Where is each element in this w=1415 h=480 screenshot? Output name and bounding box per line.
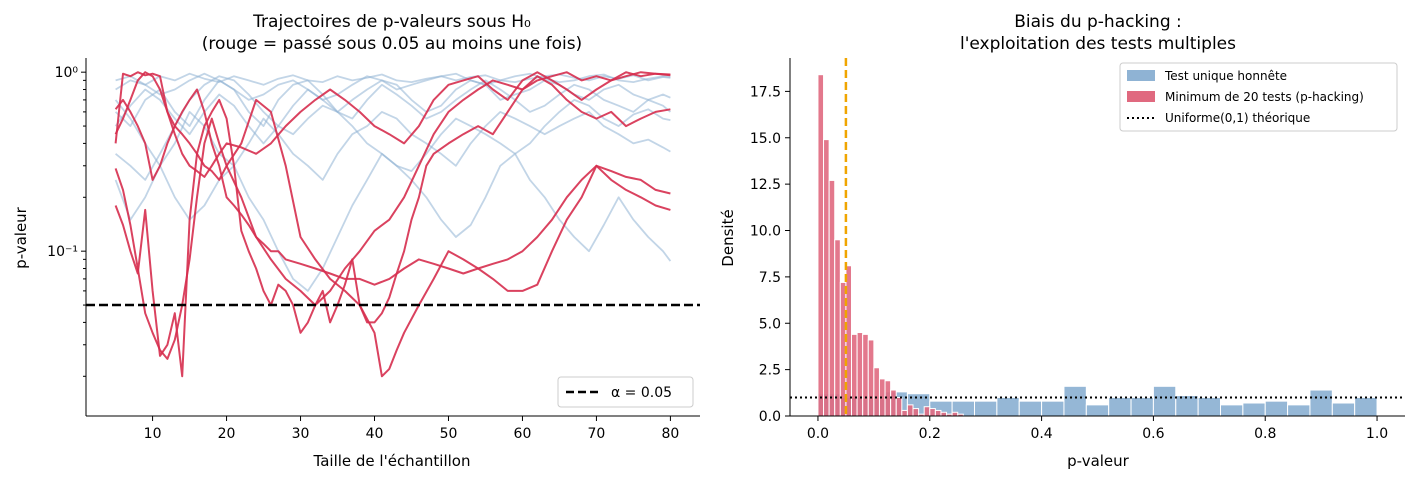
honest-histogram-bar xyxy=(996,396,1020,417)
legend-uniform-label: Uniforme(0,1) théorique xyxy=(1165,111,1310,125)
honest-histogram-bar xyxy=(1152,385,1177,417)
honest-histogram-bar xyxy=(1175,395,1199,417)
right-y-tick-label: 17.5 xyxy=(750,84,781,100)
honest-histogram-bar xyxy=(1287,404,1311,417)
phacking-histogram-bar xyxy=(923,406,931,417)
left-title-line1: Trajectoires de p-valeurs sous H₀ xyxy=(252,12,531,32)
phacking-histogram-bar xyxy=(828,179,836,417)
left-x-tick-label: 20 xyxy=(218,426,236,442)
left-x-axis-label: Taille de l'échantillon xyxy=(313,452,471,470)
honest-histogram-bar xyxy=(1085,404,1110,417)
phacking-histogram-bar xyxy=(862,333,869,417)
trajectory-red-1 xyxy=(114,71,671,360)
honest-histogram-bar xyxy=(974,400,998,417)
trajectory-red-5 xyxy=(114,71,671,178)
phacking-histogram-bar xyxy=(940,411,948,417)
trajectory-blue-4 xyxy=(114,99,672,292)
honest-histogram-bar xyxy=(1220,404,1244,417)
left-plot-area: 10 20 30 40 50 60 70 80 10⁰ 10⁻¹ xyxy=(47,58,700,442)
honest-histogram-bar xyxy=(1041,400,1065,417)
trajectory-red-4 xyxy=(114,71,671,378)
left-title-line2: (rouge = passé sous 0.05 au moins une fo… xyxy=(202,34,582,54)
left-x-tick-label: 80 xyxy=(661,426,679,442)
right-x-tick-label: 0.4 xyxy=(1030,426,1052,442)
right-y-tick-label: 0.0 xyxy=(759,409,781,425)
honest-histogram-bar xyxy=(1331,402,1356,417)
trajectory-blue-7 xyxy=(115,72,671,101)
honest-histogram-bar xyxy=(1354,396,1378,417)
trajectory-red-2 xyxy=(114,75,671,378)
trajectory-blue-5 xyxy=(114,79,671,145)
right-x-tick-label: 0.6 xyxy=(1142,426,1164,442)
legend-honest-label: Test unique honnête xyxy=(1164,69,1287,83)
honest-histogram-bar xyxy=(1197,396,1221,417)
phacking-histogram-bar xyxy=(873,367,880,417)
right-y-tick-label: 5.0 xyxy=(759,316,781,332)
phacking-histogram-bar xyxy=(901,409,908,417)
left-x-tick-label: 50 xyxy=(440,426,458,442)
left-x-tick-label: 10 xyxy=(144,426,162,442)
left-x-tick-label: 40 xyxy=(366,426,384,442)
phacking-histogram-bar xyxy=(817,74,825,417)
legend-threshold-label: α = 0.05 xyxy=(611,385,672,401)
left-panel: Trajectoires de p-valeurs sous H₀ (rouge… xyxy=(12,12,700,470)
honest-histogram-bar xyxy=(1309,389,1333,417)
phacking-histogram-bar xyxy=(851,333,858,417)
right-x-tick-label: 0.0 xyxy=(807,426,829,442)
legend-honest-swatch xyxy=(1127,70,1155,81)
left-legend-box xyxy=(557,376,694,408)
honest-histogram-bar xyxy=(1063,385,1087,417)
left-x-tick-label: 70 xyxy=(588,426,606,442)
honest-histogram-bar xyxy=(1108,396,1132,417)
right-y-tick-label: 12.5 xyxy=(750,177,781,193)
right-y-tick-label: 7.5 xyxy=(759,270,781,286)
right-title-line2: l'exploitation des tests multiples xyxy=(960,34,1236,54)
right-y-axis-label: Densité xyxy=(719,209,737,266)
right-x-axis-label: p-valeur xyxy=(1067,452,1130,470)
phacking-histogram-bar xyxy=(856,332,864,417)
left-y-tick-label: 10⁻¹ xyxy=(47,244,78,260)
legend-phacking-label: Minimum de 20 tests (p-hacking) xyxy=(1165,90,1364,104)
honest-histogram-bar xyxy=(1018,400,1043,417)
phacking-histogram-bar xyxy=(890,389,897,417)
honest-histogram-bar xyxy=(1264,400,1289,417)
right-legend: Test unique honnête Minimum de 20 tests … xyxy=(1119,62,1398,132)
trajectory-blue-3 xyxy=(114,111,671,221)
trajectory-blue-6 xyxy=(115,75,671,181)
left-x-tick-label: 60 xyxy=(514,426,532,442)
legend-phacking-swatch xyxy=(1127,91,1155,102)
phacking-histogram-bar xyxy=(929,408,936,417)
phacking-histogram-bar xyxy=(912,408,920,417)
right-y-tick-label: 15.0 xyxy=(750,131,781,147)
right-y-tick-label: 2.5 xyxy=(759,363,781,379)
phacking-histogram-bar xyxy=(867,339,875,417)
phacking-histogram-bar xyxy=(951,411,959,417)
right-x-tick-label: 1.0 xyxy=(1366,426,1388,442)
right-legend-box xyxy=(1119,62,1398,132)
left-x-tick-label: 30 xyxy=(292,426,310,442)
right-panel: Biais du p-hacking : l'exploitation des … xyxy=(719,12,1405,470)
phacking-histogram-bar xyxy=(895,396,903,417)
phacking-histogram-bar xyxy=(906,404,914,417)
phacking-histogram-bar xyxy=(934,409,942,417)
right-y-tick-label: 10.0 xyxy=(750,224,781,240)
left-y-axis-label: p-valeur xyxy=(12,206,30,269)
honest-histogram-bar xyxy=(1130,396,1154,417)
honest-histogram-bar xyxy=(1242,402,1266,417)
left-legend: α = 0.05 xyxy=(557,376,694,408)
right-x-tick-label: 0.8 xyxy=(1254,426,1276,442)
trajectory-red-3 xyxy=(114,88,671,286)
right-title-line1: Biais du p-hacking : xyxy=(1014,12,1182,32)
phacking-histogram-bar xyxy=(834,239,841,417)
right-plot-area: 0.0 0.2 0.4 0.6 0.8 1.0 0.0 2.5 5.0 7.5 10.0 12.5 15… xyxy=(750,58,1405,442)
phacking-histogram-bar xyxy=(823,139,830,417)
right-x-tick-label: 0.2 xyxy=(919,426,941,442)
left-y-tick-label: 10⁰ xyxy=(55,65,79,81)
